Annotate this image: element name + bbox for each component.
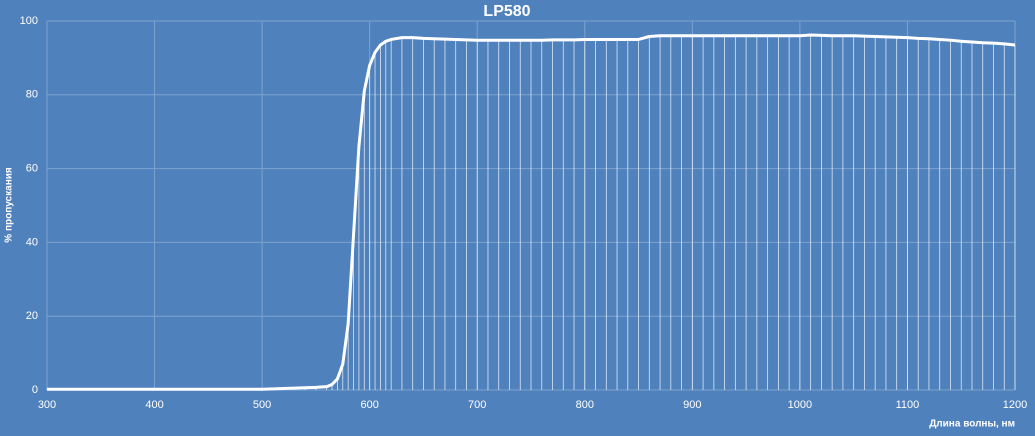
chart-title: LP580 <box>483 3 530 20</box>
x-axis-label: Длина волны, нм <box>929 419 1015 430</box>
y-tick-label: 40 <box>26 236 38 248</box>
y-tick-label: 100 <box>20 15 38 27</box>
y-tick-label: 60 <box>26 163 38 175</box>
x-tick-label: 300 <box>38 399 56 411</box>
y-axis-label: % пропускания <box>4 167 15 243</box>
data-line <box>47 33 1016 391</box>
x-tick-label: 400 <box>145 399 163 411</box>
x-tick-label: 1100 <box>896 399 920 411</box>
y-tick-label: 80 <box>26 89 38 101</box>
x-tick-label: 500 <box>253 399 271 411</box>
x-tick-label: 600 <box>360 399 378 411</box>
y-tick-label: 20 <box>26 310 38 322</box>
y-tick-label: 0 <box>32 384 38 396</box>
x-tick-label: 1200 <box>1003 399 1027 411</box>
x-tick-label: 700 <box>468 399 486 411</box>
x-tick-label: 800 <box>576 399 594 411</box>
x-tick-label: 1000 <box>788 399 812 411</box>
x-tick-label: 900 <box>683 399 701 411</box>
